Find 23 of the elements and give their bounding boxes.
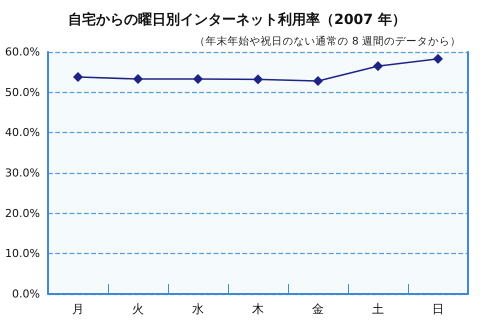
x-tick-label: 金: [312, 302, 324, 316]
y-tick-label: 60.0%: [5, 46, 40, 58]
y-tick-label: 0.0%: [12, 288, 40, 300]
x-tick-label: 水: [192, 302, 204, 316]
point: [253, 74, 263, 84]
x-tick-label: 月: [72, 302, 84, 316]
y-tick-label: 50.0%: [5, 86, 40, 99]
chart-subtitle: （年末年始や祝日のない通常の 8 週間のデータから）: [194, 34, 462, 48]
point: [433, 54, 443, 64]
point: [73, 72, 83, 82]
y-tick-label: 30.0%: [5, 166, 40, 180]
y-tick-label: 20.0%: [5, 206, 40, 220]
point: [193, 74, 203, 84]
y-tick-label: 40.0%: [5, 126, 40, 140]
point: [373, 61, 383, 72]
y-tick-label: 10.0%: [5, 247, 40, 260]
point: [133, 74, 143, 84]
x-tick-label: 木: [252, 302, 264, 316]
x-tick-label: 日: [432, 302, 444, 316]
x-tick-label: 土: [372, 302, 384, 316]
point: [313, 76, 323, 86]
chart-title: 自宅からの曜日別インターネット利用率（2007 年）: [68, 11, 406, 28]
x-tick-label: 火: [132, 302, 144, 316]
